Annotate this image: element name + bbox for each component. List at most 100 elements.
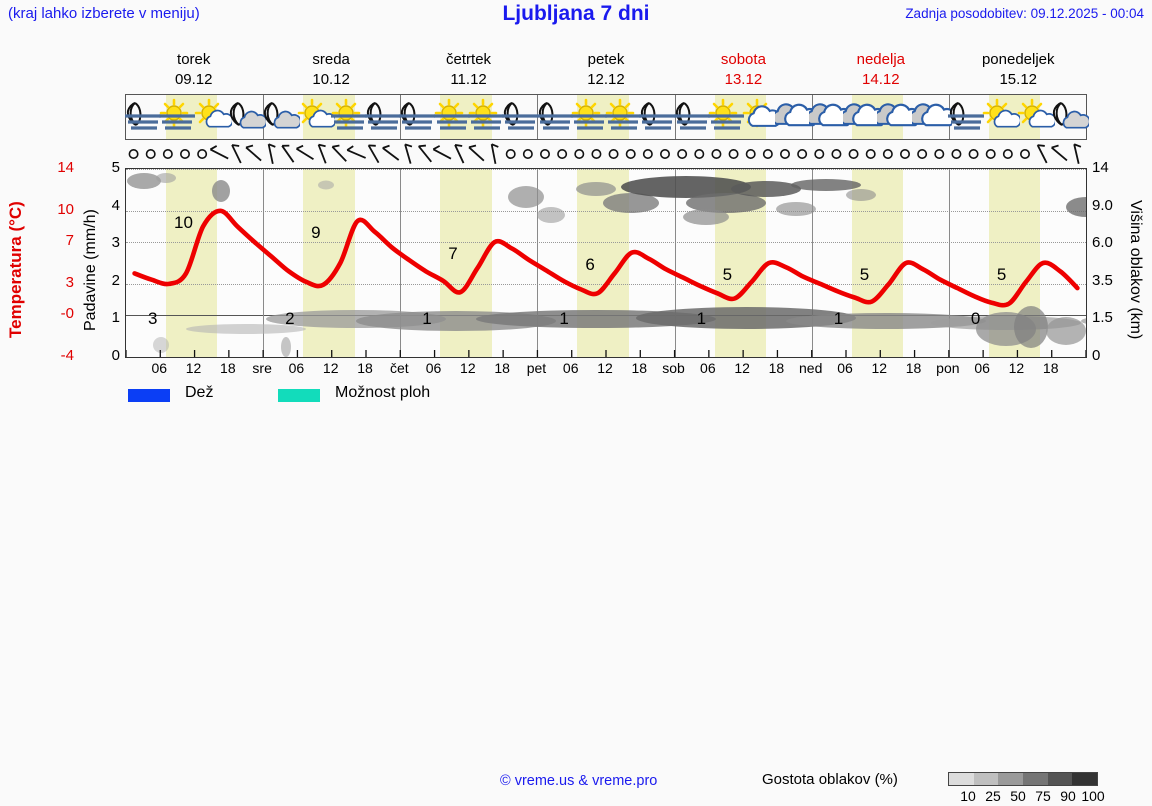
min-temp-label: 3 xyxy=(148,308,158,328)
day-separator xyxy=(674,169,676,357)
x-tick-label: 12 xyxy=(597,360,613,376)
x-tick-label: 06 xyxy=(974,360,990,376)
x-tick-label: sre xyxy=(252,360,272,376)
cloud-height-tick-label: 0 xyxy=(1092,347,1101,364)
density-swatch xyxy=(973,773,999,785)
sun-cloud-icon xyxy=(980,97,1021,137)
temperature-tick-label: 10 xyxy=(57,200,74,218)
x-tick-label: 18 xyxy=(1042,360,1059,376)
moon-fog-icon xyxy=(397,97,437,137)
moon-fog-icon xyxy=(500,97,540,137)
wind-barb-svg xyxy=(128,143,1082,164)
x-tick-label: 12 xyxy=(734,360,750,376)
day-name: petek xyxy=(587,51,625,68)
temperature-curve xyxy=(132,208,1080,308)
min-temp-label: 0 xyxy=(970,308,981,328)
day-date: 15.12 xyxy=(999,71,1038,88)
horizontal-gridline xyxy=(126,210,1086,212)
x-tick-label: pet xyxy=(526,360,547,376)
density-tick-label: 10 xyxy=(960,788,976,804)
x-tick-label: pon xyxy=(936,360,960,376)
cloud-icon xyxy=(774,97,815,137)
temperature-tick-label: 14 xyxy=(57,159,74,176)
horizontal-gridline xyxy=(126,242,1086,244)
horizontal-gridline xyxy=(126,169,1086,170)
page-title: Ljubljana 7 dni xyxy=(502,2,650,25)
day-header-ponedeljek: ponedeljek 15.12 xyxy=(950,50,1087,92)
min-temp-label: 2 xyxy=(285,308,295,328)
x-tick-label: 18 xyxy=(631,360,648,376)
sun-fog-icon xyxy=(569,97,609,137)
bottom-ticks xyxy=(126,350,1086,357)
cloud-icon xyxy=(843,97,884,137)
copyright-text[interactable]: © vreme.us & vreme.pro xyxy=(500,773,658,789)
rain-legend-label: Dež xyxy=(185,384,214,401)
min-temp-label: 1 xyxy=(696,308,707,328)
sun-cloud-icon xyxy=(295,97,335,137)
day-date: 12.12 xyxy=(587,71,625,88)
x-axis-tick-labels: 06 12 18 sre 06 12 18 čet 06 12 18 pet 06 12 18 sob 06 12… xyxy=(125,360,1087,380)
menu-hint-text: (kraj lahko izberete v meniju) xyxy=(8,5,200,22)
temperature-tick-label: -0 xyxy=(60,305,74,323)
moon-cloud-icon xyxy=(1049,97,1089,137)
day-header-torek: torek 09.12 xyxy=(125,50,262,92)
precipitation-tick-label: 4 xyxy=(111,196,120,214)
max-temp-label: 9 xyxy=(311,223,321,243)
cloud-icon xyxy=(911,97,952,137)
day-header-četrtek: četrtek 11.12 xyxy=(400,50,537,92)
sun-cloud-icon xyxy=(1015,97,1055,137)
moon-fog-icon xyxy=(672,97,712,137)
density-tick-label: 75 xyxy=(1035,788,1051,804)
precipitation-tick-label: 0 xyxy=(111,347,120,364)
cloud-icon xyxy=(808,97,849,137)
temperature-tick-label: -4 xyxy=(60,347,74,364)
moon-fog-icon xyxy=(363,97,403,137)
density-swatch xyxy=(1023,773,1048,785)
weather-plot-area: 10 3 9 2 7 1 6 1 5 1 5 1 5 0 xyxy=(125,168,1087,358)
day-separator xyxy=(948,169,950,357)
sun-cloud-icon xyxy=(192,97,232,137)
x-tick-label: 12 xyxy=(322,360,339,376)
x-tick-label: 06 xyxy=(288,360,305,376)
day-name: nedelja xyxy=(856,51,906,68)
day-date: 11.12 xyxy=(450,71,487,88)
temperature-tick-label: 3 xyxy=(65,273,74,291)
moon-fog-icon xyxy=(535,97,575,137)
x-tick-label: 12 xyxy=(460,360,476,376)
top-bar: (kraj lahko izberete v meniju) Ljubljana… xyxy=(0,0,1152,28)
max-temp-label: 5 xyxy=(722,265,733,284)
showers-legend-swatch xyxy=(278,389,320,402)
max-temp-label: 6 xyxy=(585,254,595,274)
x-tick-label: sob xyxy=(662,360,685,376)
x-tick-label: 06 xyxy=(700,360,716,376)
x-tick-label: 06 xyxy=(425,360,442,376)
density-swatch xyxy=(949,773,974,785)
day-date: 09.12 xyxy=(174,71,213,88)
density-tick-label: 100 xyxy=(1081,788,1105,804)
sun-fog-icon xyxy=(603,97,643,137)
max-temp-label: 10 xyxy=(174,212,193,232)
cloud-height-tick-label: 9.0 xyxy=(1092,196,1113,214)
cloud-icon xyxy=(877,97,918,137)
cloud-density-legend-label: Gostota oblakov (%) xyxy=(762,771,898,788)
cloud-sun-icon xyxy=(740,97,781,137)
x-tick-label: 06 xyxy=(151,360,168,376)
x-tick-label: 12 xyxy=(185,360,202,376)
day-header-petek: petek 12.12 xyxy=(537,50,674,92)
temperature-tick-label: 7 xyxy=(65,232,74,250)
horizontal-gridline xyxy=(126,357,1086,358)
precipitation-tick-label: 1 xyxy=(111,309,120,327)
cloud-height-tick-label: 6.0 xyxy=(1092,234,1113,252)
cloud-density-layer xyxy=(127,173,1086,357)
max-temp-label: 7 xyxy=(448,244,458,264)
x-tick-label: 12 xyxy=(1008,360,1025,376)
day-name: četrtek xyxy=(446,51,492,68)
day-name: sobota xyxy=(720,51,766,68)
moon-fog-icon xyxy=(946,97,986,137)
sun-fog-icon xyxy=(706,97,746,137)
x-tick-label: čet xyxy=(389,360,409,376)
x-tick-label: 18 xyxy=(220,360,236,376)
x-tick-label: 18 xyxy=(905,360,922,376)
weather-icon-band xyxy=(125,94,1089,140)
precipitation-tick-label: 3 xyxy=(111,234,120,252)
